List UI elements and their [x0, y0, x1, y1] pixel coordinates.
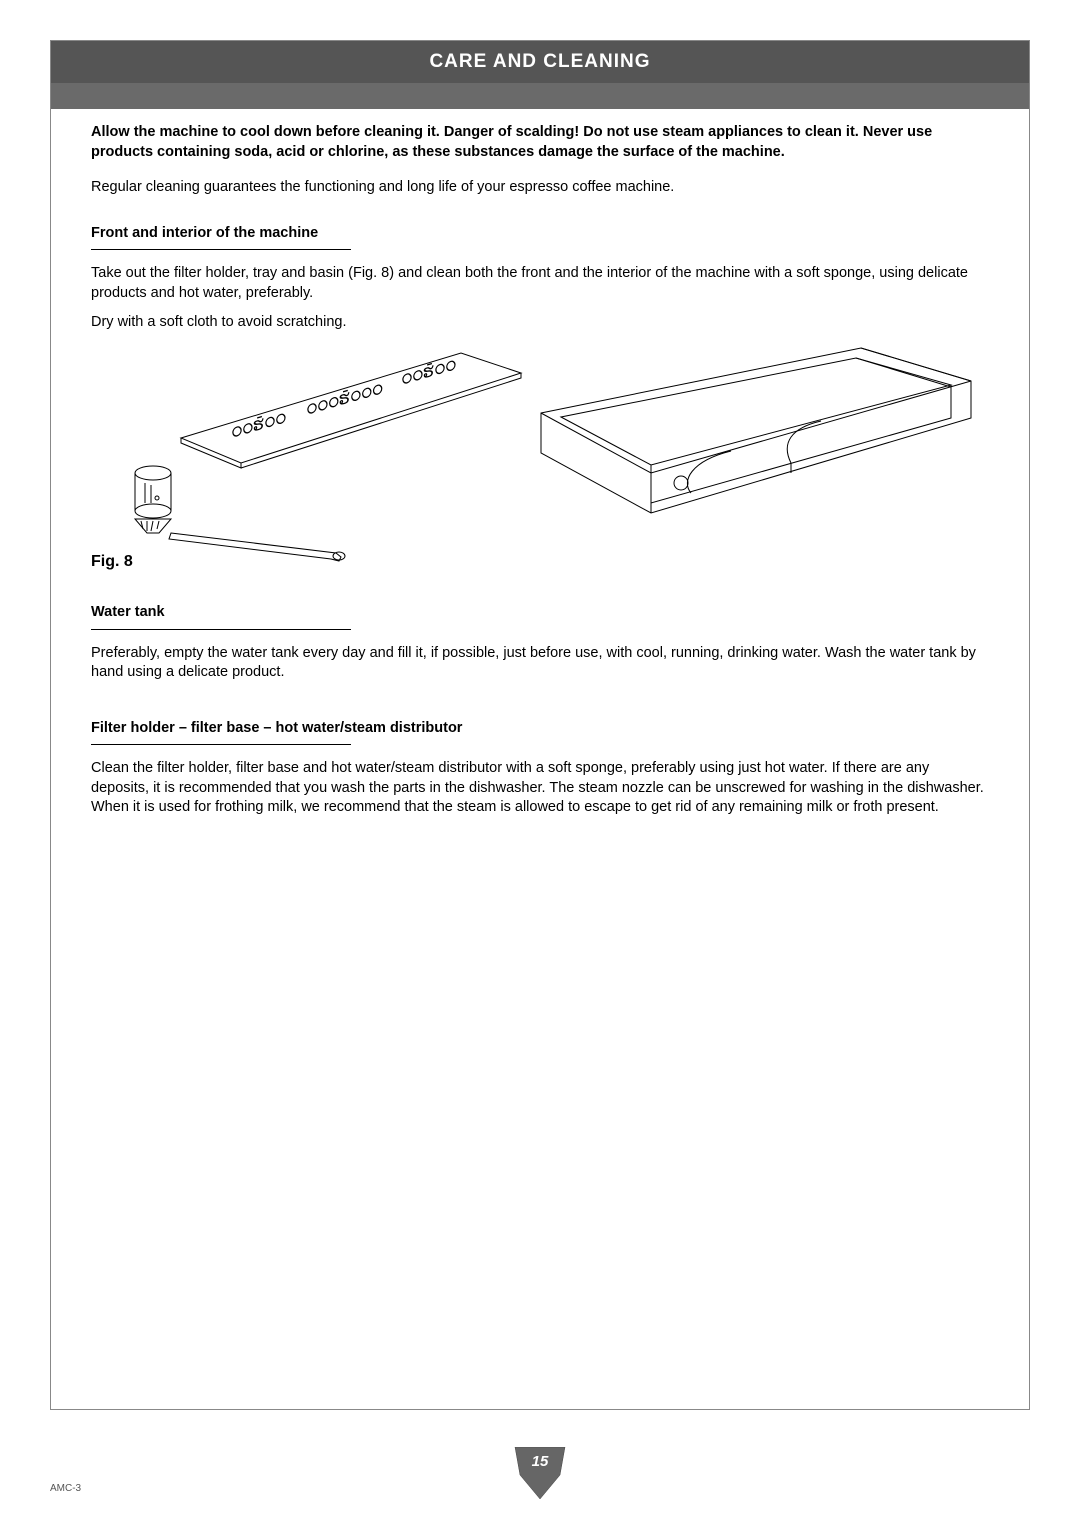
- section-header: CARE AND CLEANING: [51, 41, 1029, 83]
- svg-text:ഠഠຮ̄ഠഠ: ഠഠຮ̄ഠഠ: [227, 407, 289, 441]
- page-number-badge: 15: [510, 1447, 570, 1502]
- heading-underline: [91, 249, 351, 250]
- section-heading: Water tank: [91, 603, 989, 623]
- section-paragraph: Preferably, empty the water tank every d…: [91, 644, 989, 683]
- heading-underline: [91, 629, 351, 630]
- sub-header-band: [51, 83, 1029, 109]
- section-paragraph: Clean the filter holder, filter base and…: [91, 759, 989, 818]
- heading-underline: [91, 744, 351, 745]
- section-heading: Front and interior of the machine: [91, 224, 989, 244]
- intro-text: Regular cleaning guarantees the function…: [91, 178, 989, 198]
- page-content: Allow the machine to cool down before cl…: [51, 109, 1029, 848]
- svg-text:ഠഠຮ̄ഠഠ: ഠഠຮ̄ഠഠ: [397, 354, 459, 388]
- section-title: CARE AND CLEANING: [429, 51, 650, 72]
- svg-text:ഠഠഠຮ̄ഠഠഠ: ഠഠഠຮ̄ഠഠഠ: [302, 378, 385, 419]
- section-paragraph: Take out the filter holder, tray and bas…: [91, 264, 989, 303]
- page-number: 15: [510, 1453, 570, 1470]
- figure-8: ഠഠຮ̄ഠഠ ഠഠഠຮ̄ഠഠഠ ഠഠຮ̄ഠഠ: [91, 343, 989, 573]
- page-frame: CARE AND CLEANING Allow the machine to c…: [50, 40, 1030, 1410]
- footer-code: AMC-3: [50, 1483, 81, 1494]
- section-paragraph: Dry with a soft cloth to avoid scratchin…: [91, 313, 989, 333]
- figure-8-svg: ഠഠຮ̄ഠഠ ഠഠഠຮ̄ഠഠഠ ഠഠຮ̄ഠഠ: [91, 343, 991, 573]
- section-water-tank: Water tank Preferably, empty the water t…: [91, 603, 989, 683]
- section-filter-holder: Filter holder – filter base – hot water/…: [91, 719, 989, 818]
- section-front-interior: Front and interior of the machine Take o…: [91, 224, 989, 333]
- warning-text: Allow the machine to cool down before cl…: [91, 123, 989, 162]
- figure-label: Fig. 8: [91, 551, 133, 573]
- section-heading: Filter holder – filter base – hot water/…: [91, 719, 989, 739]
